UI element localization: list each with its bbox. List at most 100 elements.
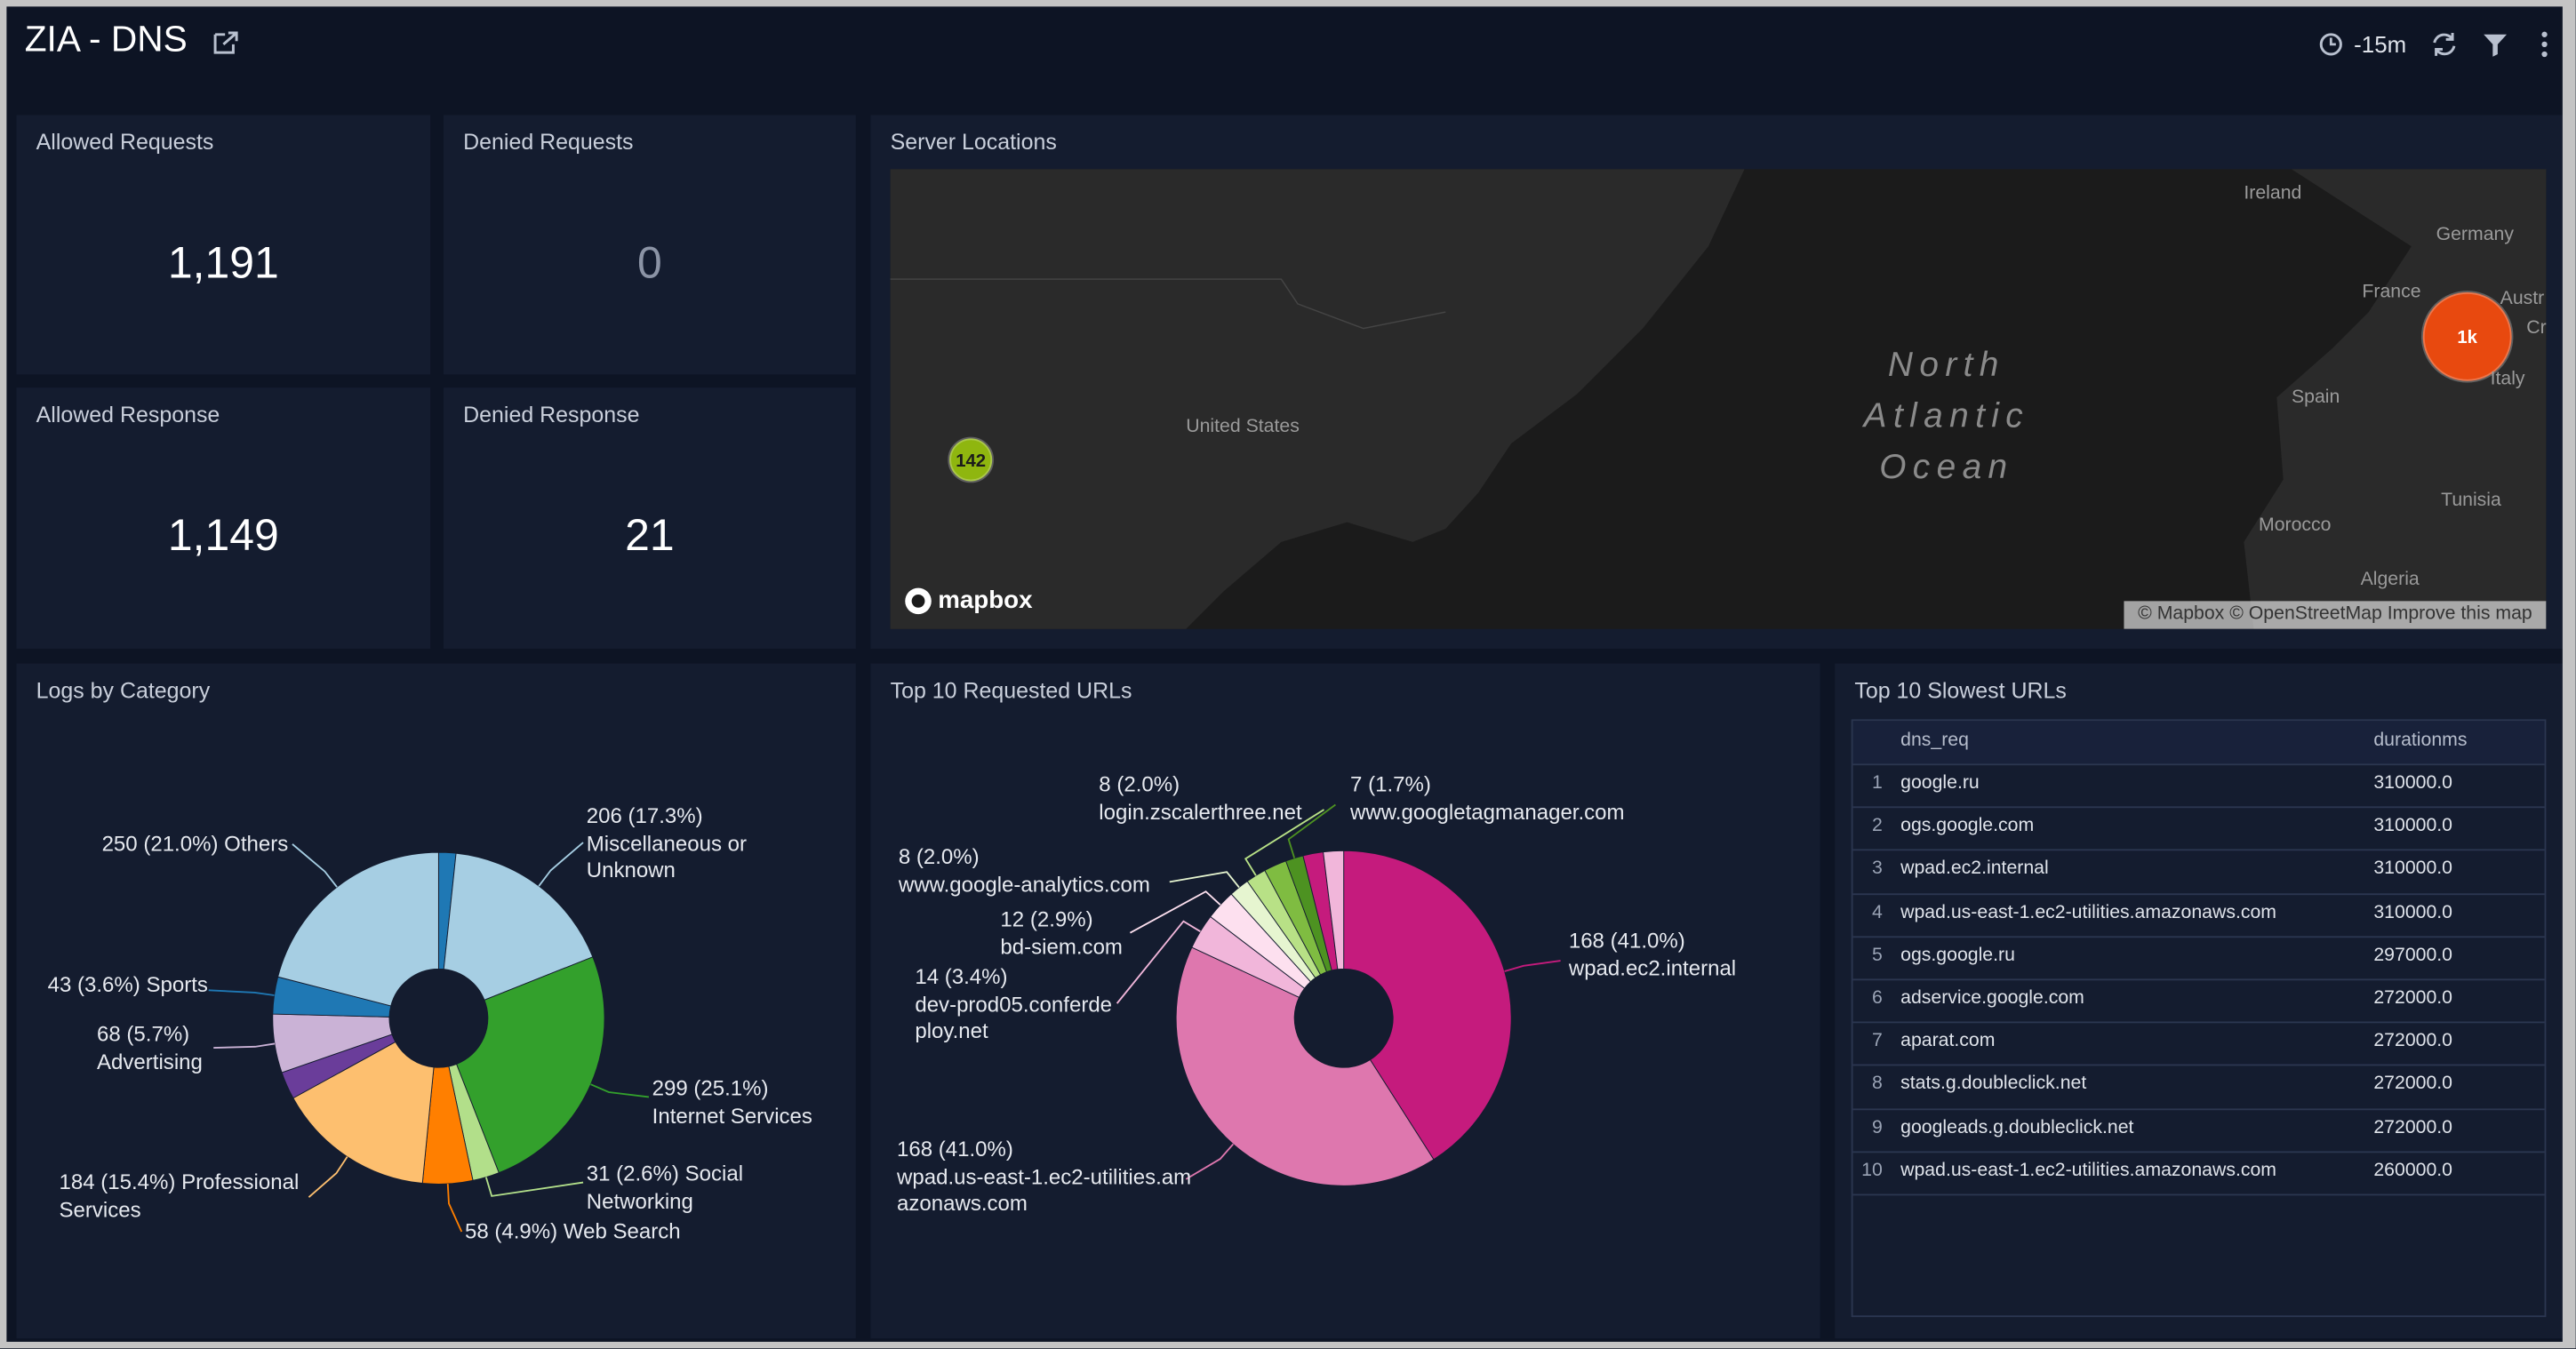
map-label: Germany	[2436, 225, 2514, 245]
slice-category-label: Others	[224, 831, 289, 856]
slice-value-label: 14 (3.4%)	[915, 963, 1008, 989]
slice-category-label: Web Search	[563, 1218, 681, 1243]
slice-label: 8 (2.0%) login.zscalerthree.net	[1099, 772, 1337, 826]
column-header: durationms	[2373, 730, 2468, 751]
cell: 260000.0	[2373, 1161, 2453, 1181]
map-label: Cr	[2526, 318, 2547, 339]
location-cluster	[948, 436, 995, 483]
stat-value: 0	[636, 237, 662, 288]
slice-value-label: 68 (5.7%)	[97, 1021, 190, 1047]
row-index: 10	[1861, 1161, 1883, 1181]
row-divider	[1852, 1107, 2545, 1110]
cell: 272000.0	[2373, 1074, 2453, 1095]
slice-label: 8 (2.0%) www.google-analytics.com	[899, 844, 1186, 898]
menu-icon[interactable]	[2536, 28, 2552, 60]
panel-title: Allowed Response	[36, 402, 220, 427]
slice-label: 43 (3.6%) Sports	[48, 972, 278, 999]
slice-category-label: www.google-analytics.com	[898, 871, 1150, 897]
clock-icon[interactable]	[2318, 31, 2345, 58]
row-index: 2	[1871, 816, 1883, 836]
row-index: 8	[1871, 1074, 1883, 1095]
cell: googleads.g.doubleclick.net	[1900, 1117, 2134, 1137]
cell: 310000.0	[2373, 816, 2453, 836]
slice-category-label: Miscellaneous or Unknown	[586, 830, 748, 882]
slice-value-label: 8 (2.0%)	[898, 843, 980, 869]
cell: 272000.0	[2373, 1117, 2453, 1137]
ocean-label: North Atlantic Ocean	[1863, 346, 2030, 487]
map-label: France	[2362, 282, 2421, 303]
stat-value: 1,149	[167, 510, 279, 561]
leader-line	[1504, 960, 1561, 972]
cell: wpad.ec2.internal	[1900, 859, 2049, 880]
cell: 272000.0	[2373, 1031, 2453, 1052]
share-icon[interactable]	[211, 28, 240, 57]
map-land	[890, 169, 1745, 629]
cell: stats.g.doubleclick.net	[1900, 1074, 2087, 1095]
panel	[16, 387, 431, 649]
slice-value-label: 31 (2.6%)	[586, 1161, 679, 1186]
slice-category-label: login.zscalerthree.net	[1099, 799, 1302, 824]
filter-icon[interactable]	[2480, 29, 2509, 59]
cluster-label: 142	[956, 451, 986, 471]
time-range[interactable]: -15m	[2354, 31, 2407, 58]
row-divider	[1852, 978, 2545, 981]
slice-label: 206 (17.3%) Miscellaneous or Unknown	[587, 803, 771, 884]
map-logo: mapbox	[938, 586, 1033, 615]
row-index: 9	[1871, 1117, 1883, 1137]
slice-label: 250 (21.0%) Others	[102, 831, 348, 858]
panel	[870, 663, 1820, 1339]
cell: aparat.com	[1900, 1031, 1996, 1052]
slice-category-label: dev-prod05.conferdeploy.net	[915, 991, 1113, 1043]
row-divider	[1852, 806, 2545, 809]
slice-value-label: 8 (2.0%)	[1099, 771, 1180, 797]
slice-value-label: 168 (41.0%)	[897, 1136, 1013, 1161]
cell: 310000.0	[2373, 859, 2453, 880]
slice-category-label: wpad.ec2.internal	[1568, 954, 1737, 980]
row-divider	[1852, 763, 2545, 766]
map: United States Ireland Germany France Austr Cr…	[891, 169, 2547, 629]
cell: wpad.us-east-1.ec2-utilities.amazonaws.c…	[1900, 1161, 2277, 1181]
leader-line	[1287, 803, 1336, 858]
map-border	[890, 278, 1446, 330]
stat-value: 21	[625, 510, 675, 561]
map-label: Italy	[2490, 369, 2525, 389]
slice-value-label: 206 (17.3%)	[586, 802, 703, 828]
leader-line	[538, 842, 584, 887]
slice-category-label: Professional Services	[59, 1169, 300, 1221]
slice-category-label: Sports	[146, 972, 208, 997]
refresh-icon[interactable]	[2429, 29, 2459, 59]
slice-category-label: bd-siem.com	[1000, 933, 1123, 959]
slice-category-label: Internet Services	[652, 1102, 812, 1128]
row-index: 6	[1871, 988, 1883, 1009]
panel	[443, 115, 856, 375]
slice-value-label: 58 (4.9%)	[464, 1218, 558, 1243]
row-index: 5	[1871, 946, 1883, 966]
slice-label: 14 (3.4%) dev-prod05.conferdeploy.net	[915, 964, 1118, 1045]
pie-slice	[1175, 946, 1435, 1186]
slice-category-label: Advertising	[97, 1048, 203, 1074]
cell: ogs.google.ru	[1900, 946, 2015, 966]
leader-line	[208, 989, 275, 996]
row-divider	[1852, 1021, 2545, 1024]
stat-value: 1,191	[167, 237, 279, 288]
slice-label: 168 (41.0%) wpad.us-east-1.ec2-utilities.…	[897, 1137, 1196, 1217]
leader-line	[1244, 809, 1324, 876]
row-divider	[1852, 935, 2545, 938]
slice-category-label: www.googletagmanager.com	[1350, 799, 1625, 824]
row-index: 7	[1871, 1031, 1883, 1052]
slice-label: 12 (2.9%) bd-siem.com	[1000, 906, 1164, 961]
cell: 310000.0	[2373, 773, 2453, 794]
table-header-bg	[1852, 721, 2545, 764]
slice-category-label: wpad.us-east-1.ec2-utilities.amazonaws.c…	[897, 1163, 1192, 1216]
slice-value-label: 250 (21.0%)	[101, 831, 219, 856]
map-attribution: © Mapbox © OpenStreetMap Improve this ma…	[2124, 601, 2547, 629]
column-header: dns_req	[1900, 730, 1969, 751]
leader-line	[484, 1177, 584, 1197]
map-label: Spain	[2291, 387, 2340, 408]
panel	[1835, 663, 2563, 1339]
map-label: United States	[1186, 417, 1300, 437]
slice-label: 68 (5.7%) Advertising	[97, 1021, 228, 1075]
panel-title: Server Locations	[890, 129, 1057, 155]
